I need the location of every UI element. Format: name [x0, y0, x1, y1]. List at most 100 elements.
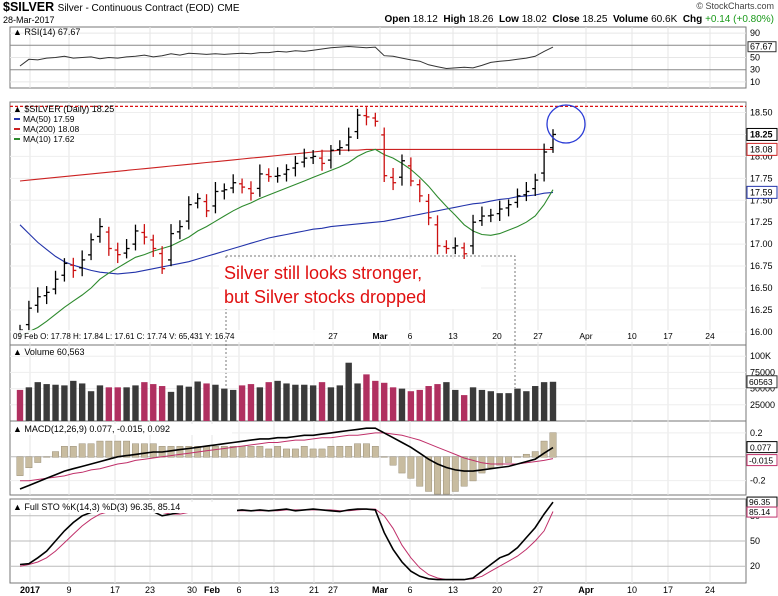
macd-histogram-bar: [540, 440, 548, 458]
volume-bar: [247, 384, 255, 421]
macd-histogram-bar: [87, 443, 95, 458]
chart-header: $SILVER Silver - Continuous Contract (EO…: [0, 0, 778, 26]
price-tick-label: 17.00: [750, 239, 773, 249]
x-axis-label: 27: [328, 585, 338, 595]
volume-bar: [167, 391, 175, 421]
price-axis-date: 27: [533, 331, 543, 341]
price-value-tag-label: 18.25: [750, 129, 773, 139]
sto-d-label: 85.14: [749, 507, 771, 517]
price-value-tag: [746, 127, 778, 141]
sto-tick-label: 20: [750, 561, 760, 571]
price-tick-label: 17.50: [750, 195, 773, 205]
volume-bar: [212, 384, 219, 421]
macd-histogram-bar: [309, 448, 317, 458]
macd-histogram-bar: [52, 451, 59, 458]
volume-bar: [336, 385, 343, 421]
volume-bar: [230, 389, 237, 421]
macd-histogram-bar: [229, 446, 237, 458]
symbol: $SILVER: [3, 0, 55, 14]
price-tick-label: 18.00: [750, 151, 773, 161]
x-axis-label: 17: [663, 585, 673, 595]
rsi-line: [19, 45, 554, 70]
macd-label: ▲ MACD(12,26,9) 0.077, -0.015, 0.092: [13, 424, 170, 434]
x-axis-label: Mar: [372, 585, 389, 595]
x-axis-label: Feb: [204, 585, 221, 595]
macd-histogram-bar: [425, 456, 433, 492]
volume-bar: [16, 389, 24, 421]
ma-legend-label: MA(200) 18.08: [23, 124, 79, 134]
price-tick-label: 18.50: [750, 108, 773, 118]
volume-bar: [443, 382, 450, 421]
volume-bar: [274, 380, 281, 421]
volume-label: Volume: [612, 14, 649, 25]
macd-histogram-bar: [25, 456, 33, 469]
volume-bar: [34, 382, 41, 421]
macd-histogram-bar: [407, 456, 415, 479]
volume-bar: [496, 393, 503, 421]
x-axis-label: 10: [627, 585, 637, 595]
macd-histogram-bar: [96, 440, 104, 458]
macd-histogram-bar: [132, 443, 139, 458]
x-axis-label: 30: [187, 585, 197, 595]
volume-current-box: [746, 375, 778, 389]
rsi-tick-label: 10: [750, 77, 760, 87]
macd-histogram-bar: [522, 453, 530, 458]
volume-bar: [301, 384, 308, 421]
macd-histogram-bar: [34, 456, 42, 463]
volume-bar: [514, 388, 521, 421]
price-axis-date: Mar: [372, 331, 388, 341]
x-axis-label: 20: [492, 585, 502, 595]
rsi-tick-label: 50: [750, 53, 760, 63]
x-axis-label: Apr: [578, 585, 594, 595]
volume-bar: [185, 386, 192, 421]
price-tick-label: 16.50: [750, 283, 773, 293]
macd-signal-box: [746, 454, 778, 467]
sto-d-box: [746, 506, 778, 518]
sto-tick-label: 50: [750, 536, 760, 546]
macd-histogram-bar: [496, 456, 504, 466]
volume-bar: [318, 382, 326, 421]
highlight-circle: [546, 104, 586, 144]
price-axis-date: 27: [328, 331, 338, 341]
volume-bar: [372, 380, 379, 421]
volume-bar: [176, 385, 184, 421]
macd-histogram-bar: [514, 456, 521, 458]
macd-histogram-bar: [327, 446, 335, 458]
macd-histogram-bar: [380, 456, 388, 458]
macd-histogram-bar: [443, 456, 450, 495]
macd-histogram-bar: [212, 446, 219, 458]
volume-bar: [43, 384, 50, 421]
price-tick-label: 16.75: [750, 261, 773, 271]
macd-histogram-bar: [549, 432, 557, 458]
volume-tick-label: 50000: [750, 384, 775, 394]
ma10-line: [19, 148, 554, 337]
x-axis-label: 23: [145, 585, 155, 595]
volume-bar: [25, 387, 33, 421]
volume-bar: [327, 387, 335, 421]
rsi-current-label: 67.67: [750, 42, 773, 52]
macd-tick-label: -0.2: [750, 476, 766, 486]
volume-bar: [398, 388, 406, 421]
x-axis-label: 2017: [20, 585, 40, 595]
ma200-line: [19, 148, 553, 182]
volume-bar: [141, 382, 148, 421]
macd-histogram-bar: [114, 440, 122, 458]
volume-bar: [407, 391, 415, 421]
macd-histogram-bar: [105, 440, 113, 458]
macd-histogram-bar: [345, 446, 353, 458]
high-label: High: [443, 14, 466, 25]
volume-bar: [389, 387, 397, 421]
volume-bar: [87, 391, 95, 421]
macd-histogram-bar: [78, 443, 86, 458]
volume-bar: [203, 383, 210, 421]
volume-bar: [532, 386, 539, 421]
volume-bar: [265, 382, 272, 421]
macd-histogram-bar: [238, 446, 246, 458]
macd-histogram-bar: [363, 443, 370, 458]
volume-bar: [478, 389, 486, 421]
price-axis-date: 6: [408, 331, 413, 341]
sto-d-line: [19, 508, 554, 581]
volume-bar: [283, 383, 290, 421]
price-value-tag: [746, 142, 778, 156]
